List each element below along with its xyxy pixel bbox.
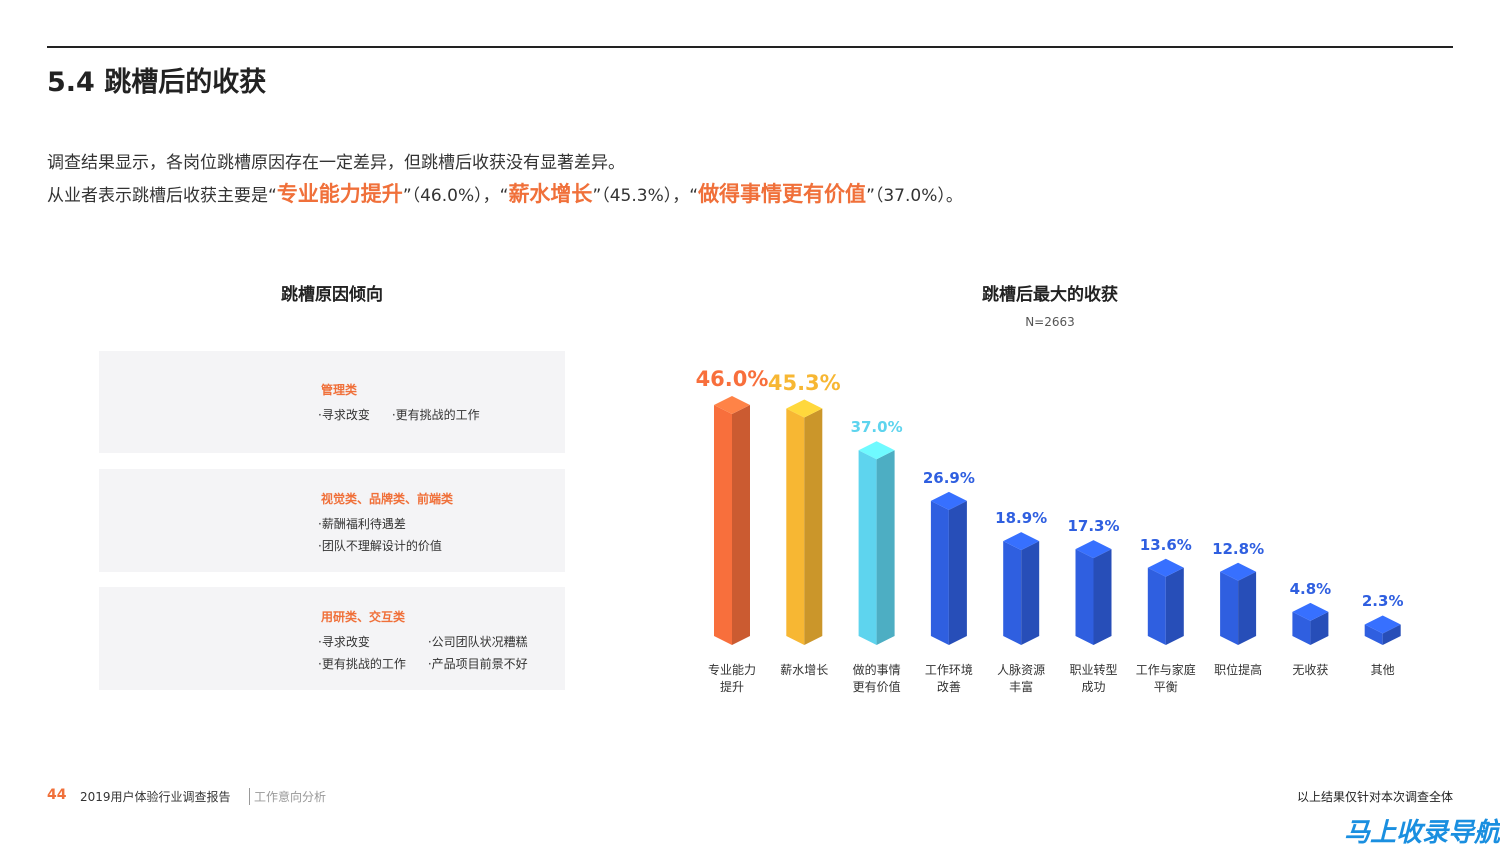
bar-right xyxy=(804,408,823,645)
group-items: ·寻求改变 ·更有挑战的工作 xyxy=(318,406,480,423)
value-label: 4.8% xyxy=(1289,579,1332,598)
value-label: 12.8% xyxy=(1212,539,1265,558)
x-tick-label: 人脉资源 丰富 xyxy=(997,663,1046,694)
bar-top xyxy=(1003,532,1040,551)
panel-title: 跳槽原因倾向 xyxy=(281,285,383,305)
bar-right xyxy=(1093,549,1112,645)
x-tick-label: 工作环境 改善 xyxy=(924,663,973,694)
text: 从业者表示跳槽后收获主要是“ xyxy=(47,186,277,206)
group-item: ·寻求改变 xyxy=(318,408,370,422)
group-title: 管理类 xyxy=(321,383,358,397)
bar-left xyxy=(1364,624,1383,645)
highlight: 专业能力提升 xyxy=(276,182,403,206)
value-label: 2.3% xyxy=(1361,592,1404,611)
bar-left xyxy=(714,405,732,645)
reason-card: 管理类 ·寻求改变 ·更有挑战的工作 xyxy=(99,351,565,453)
bar-top xyxy=(1364,615,1401,634)
bar-left xyxy=(1075,549,1094,645)
intro-line: 调查结果显示，各岗位跳槽原因存在一定差异，但跳槽后收获没有显著差异。 xyxy=(47,153,625,173)
bar-right xyxy=(948,500,967,645)
value-label: 26.9% xyxy=(922,468,975,487)
reason-card: 用研类、交互类 ·寻求改变 ·公司团队状况糟糕 ·更有挑战的工作 ·产品项目前景不好 xyxy=(99,587,565,690)
bar-top xyxy=(1220,562,1257,581)
bar-right xyxy=(1165,567,1184,645)
bar-right xyxy=(1310,611,1329,645)
bar-right xyxy=(1382,624,1401,645)
bar-right xyxy=(1021,541,1040,645)
group-items: ·寻求改变 ·公司团队状况糟糕 ·更有挑战的工作 ·产品项目前景不好 xyxy=(318,633,528,672)
group-item: ·产品项目前景不好 xyxy=(427,657,528,671)
report-name: 2019用户体验行业调查报告 xyxy=(80,790,231,804)
bar-right xyxy=(1238,571,1257,645)
x-tick-label: 薪水增长 xyxy=(780,663,829,677)
reason-card: 视觉类、品牌类、前端类 ·薪酬福利待遇差 ·团队不理解设计的价值 xyxy=(99,469,565,572)
chart-title: 跳槽后最大的收获 xyxy=(982,285,1118,305)
group-item: ·团队不理解设计的价值 xyxy=(318,539,442,553)
chart-subtitle: N=2663 xyxy=(1025,315,1075,329)
group-items: ·薪酬福利待遇差 ·团队不理解设计的价值 xyxy=(318,515,442,554)
bar-left xyxy=(1147,567,1166,645)
text: ”（37.0%）。 xyxy=(866,186,963,206)
value-label: 18.9% xyxy=(995,509,1048,528)
group-item: ·薪酬福利待遇差 xyxy=(318,517,406,531)
text: ”（46.0%），“ xyxy=(402,186,509,206)
group-item: ·公司团队状况糟糕 xyxy=(427,635,528,649)
value-label: 17.3% xyxy=(1067,517,1120,536)
page-title: 5.4 跳槽后的收获 xyxy=(47,67,267,98)
x-tick-label: 工作与家庭 平衡 xyxy=(1135,663,1196,694)
value-label: 46.0% xyxy=(695,367,769,391)
text: ”（45.3%），“ xyxy=(592,186,699,206)
x-tick-label: 职位提高 xyxy=(1214,663,1263,677)
bar-left xyxy=(1220,571,1239,645)
bar-top xyxy=(714,396,750,414)
bar-left xyxy=(858,450,877,645)
value-label: 13.6% xyxy=(1139,535,1192,554)
bar-top xyxy=(1292,602,1329,621)
value-label: 45.3% xyxy=(767,370,841,395)
bar-left xyxy=(1003,541,1022,645)
bar-left xyxy=(786,408,805,645)
bar-top xyxy=(1075,540,1112,559)
group-title: 用研类、交互类 xyxy=(321,610,406,624)
x-tick-label: 其他 xyxy=(1370,663,1395,677)
x-tick-label: 职业转型 成功 xyxy=(1069,663,1118,694)
group-title: 视觉类、品牌类、前端类 xyxy=(321,492,454,506)
page-number: 44 xyxy=(47,787,67,803)
x-tick-label: 无收获 xyxy=(1292,663,1329,677)
footer-note: 以上结果仅针对本次调查全体 xyxy=(1296,790,1453,804)
bar-right xyxy=(876,450,895,645)
bar-left xyxy=(930,500,949,645)
bar-top xyxy=(930,491,967,510)
highlight: 做得事情更有价值 xyxy=(698,182,867,206)
watermark: 马上收录导航 xyxy=(1343,818,1500,848)
section-name: 工作意向分析 xyxy=(249,788,326,805)
value-label: 37.0% xyxy=(850,418,903,437)
bar-right xyxy=(732,405,750,645)
x-tick-label: 专业能力 提升 xyxy=(707,663,756,694)
bar-top xyxy=(786,399,823,418)
x-tick-label: 做的事情 更有价值 xyxy=(852,663,901,694)
highlight: 薪水增长 xyxy=(508,182,593,206)
group-item: ·更有挑战的工作 xyxy=(391,408,480,422)
group-item: ·寻求改变 xyxy=(318,635,370,649)
intro-line: 从业者表示跳槽后收获主要是“专业能力提升”（46.0%），“薪水增长”（45.3… xyxy=(47,178,963,208)
bar-top xyxy=(1147,558,1184,577)
group-item: ·更有挑战的工作 xyxy=(318,657,406,671)
bar-top xyxy=(858,441,895,460)
bar-left xyxy=(1292,611,1311,645)
